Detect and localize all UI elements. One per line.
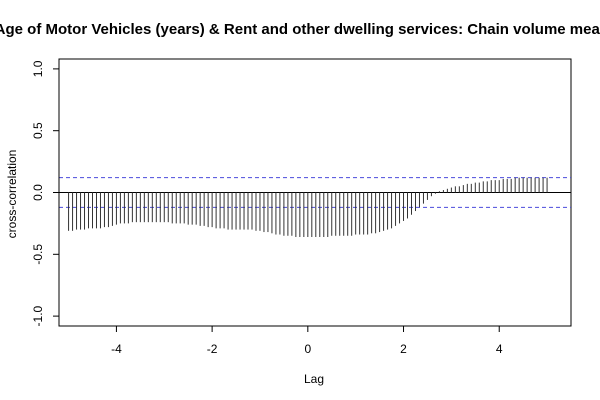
y-tick-label: -0.5 <box>31 244 45 265</box>
y-tick-label: 0.0 <box>31 184 45 201</box>
x-axis: -4 -2 0 2 4 <box>111 325 503 356</box>
y-tick-label: 1.0 <box>31 60 45 77</box>
correlation-bars <box>68 177 548 237</box>
y-tick-label: -1.0 <box>31 305 45 326</box>
x-tick-label: -2 <box>207 342 218 356</box>
x-tick-label: -4 <box>111 342 122 356</box>
x-tick-label: 4 <box>496 342 503 356</box>
y-axis-label: cross-correlation <box>5 150 19 239</box>
y-tick-label: 0.5 <box>31 122 45 139</box>
y-axis: -1.0 -0.5 0.0 0.5 1.0 <box>31 60 60 326</box>
x-tick-label: 0 <box>304 342 311 356</box>
chart-title: Age of Motor Vehicles (years) & Rent and… <box>0 21 600 38</box>
x-axis-label: Lag <box>304 372 324 386</box>
x-tick-label: 2 <box>400 342 407 356</box>
